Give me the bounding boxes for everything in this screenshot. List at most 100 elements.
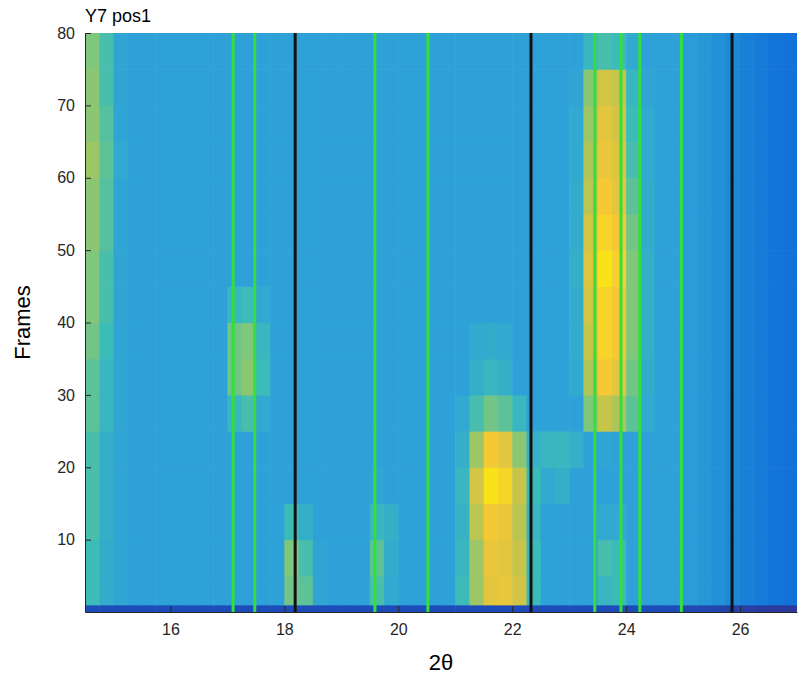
heatmap-cell <box>327 540 342 577</box>
heatmap-cell <box>512 214 527 251</box>
heatmap-cell <box>227 605 242 612</box>
x-tick: 20 <box>390 606 408 638</box>
heatmap-cell <box>356 69 371 106</box>
heatmap-cell <box>740 467 755 504</box>
heatmap-cell <box>356 431 371 468</box>
x-tick-mark <box>170 606 171 612</box>
heatmap-cell <box>185 605 200 612</box>
heatmap-cell <box>113 214 128 251</box>
heatmap-cell <box>640 142 655 179</box>
heatmap-cell <box>128 250 143 287</box>
heatmap-cell <box>156 576 171 606</box>
heatmap-cell <box>541 142 556 179</box>
heatmap-cell <box>284 395 299 432</box>
heatmap-cell <box>270 178 285 215</box>
heatmap-cell <box>156 178 171 215</box>
heatmap-cell <box>783 431 797 468</box>
y-tick-mark <box>85 105 91 106</box>
heatmap-cell <box>299 467 314 504</box>
heatmap-cell <box>185 142 200 179</box>
heatmap-cell <box>640 69 655 106</box>
heatmap-cell <box>185 431 200 468</box>
heatmap-cell <box>598 467 613 504</box>
heatmap-cell <box>199 105 214 142</box>
x-tick-mark <box>626 606 627 612</box>
heatmap-cell <box>512 323 527 360</box>
heatmap-cell <box>398 323 413 360</box>
heatmap-cell <box>413 178 428 215</box>
heatmap-cell <box>313 395 328 432</box>
heatmap-cell <box>185 250 200 287</box>
heatmap-cell <box>655 503 670 540</box>
heatmap-cell <box>398 467 413 504</box>
heatmap-cell <box>469 576 484 606</box>
heatmap-cell <box>712 286 727 323</box>
heatmap-cell <box>655 540 670 577</box>
heatmap-cell <box>712 431 727 468</box>
heatmap-cell <box>697 431 712 468</box>
heatmap-cell <box>128 69 143 106</box>
heatmap-cell <box>199 142 214 179</box>
heatmap-cell <box>170 503 185 540</box>
x-tick-mark <box>284 606 285 612</box>
heatmap-cell <box>270 540 285 577</box>
heatmap-cell <box>213 431 228 468</box>
heatmap-cell <box>498 431 513 468</box>
heatmap-cell <box>299 250 314 287</box>
heatmap-cell <box>85 605 100 612</box>
heatmap-cell <box>85 540 100 577</box>
heatmap-cell <box>398 69 413 106</box>
heatmap-cell <box>85 142 100 179</box>
y-tick: 80 <box>57 25 91 42</box>
heatmap-cell <box>512 359 527 396</box>
heatmap-cell <box>740 540 755 577</box>
heatmap-cell <box>512 431 527 468</box>
x-tick-label: 18 <box>276 621 294 638</box>
heatmap-cell <box>327 395 342 432</box>
heatmap-cell <box>85 178 100 215</box>
heatmap-cell <box>541 69 556 106</box>
heatmap-cell <box>85 250 100 287</box>
heatmap-cell <box>170 69 185 106</box>
heatmap-cell <box>327 142 342 179</box>
heatmap-cell <box>413 105 428 142</box>
heatmap-cell <box>697 395 712 432</box>
heatmap-cell <box>156 605 171 612</box>
heatmap-cell <box>512 33 527 70</box>
heatmap-cell <box>783 214 797 251</box>
heatmap-cell <box>569 540 584 577</box>
heatmap-cell <box>598 540 613 577</box>
heatmap-cell <box>256 33 271 70</box>
heatmap-cell <box>612 178 627 215</box>
heatmap-cell <box>156 142 171 179</box>
heatmap-cell <box>99 178 114 215</box>
heatmap-cell <box>227 503 242 540</box>
heatmap-cell <box>498 605 513 612</box>
heatmap-cell <box>370 576 385 606</box>
heatmap-cell <box>384 178 399 215</box>
heatmap-cell <box>256 576 271 606</box>
reference-line <box>529 33 532 612</box>
heatmap-cell <box>441 33 456 70</box>
heatmap-cell <box>299 395 314 432</box>
heatmap-cell <box>740 323 755 360</box>
heatmap-cell <box>455 540 470 577</box>
heatmap-cell <box>185 359 200 396</box>
heatmap-cell <box>498 286 513 323</box>
heatmap-cell <box>113 605 128 612</box>
heatmap-cell <box>484 395 499 432</box>
heatmap-cell <box>156 214 171 251</box>
heatmap-cell <box>384 431 399 468</box>
heatmap-cell <box>170 540 185 577</box>
heatmap-cell <box>526 605 541 612</box>
heatmap-cell <box>313 69 328 106</box>
heatmap-cell <box>697 467 712 504</box>
heatmap-cell <box>313 286 328 323</box>
heatmap-cell <box>299 359 314 396</box>
heatmap-cell <box>142 214 157 251</box>
heatmap-cell <box>256 323 271 360</box>
heatmap-cell <box>199 467 214 504</box>
x-tick-mark <box>398 606 399 612</box>
heatmap-cell <box>384 33 399 70</box>
heatmap-cell <box>256 142 271 179</box>
